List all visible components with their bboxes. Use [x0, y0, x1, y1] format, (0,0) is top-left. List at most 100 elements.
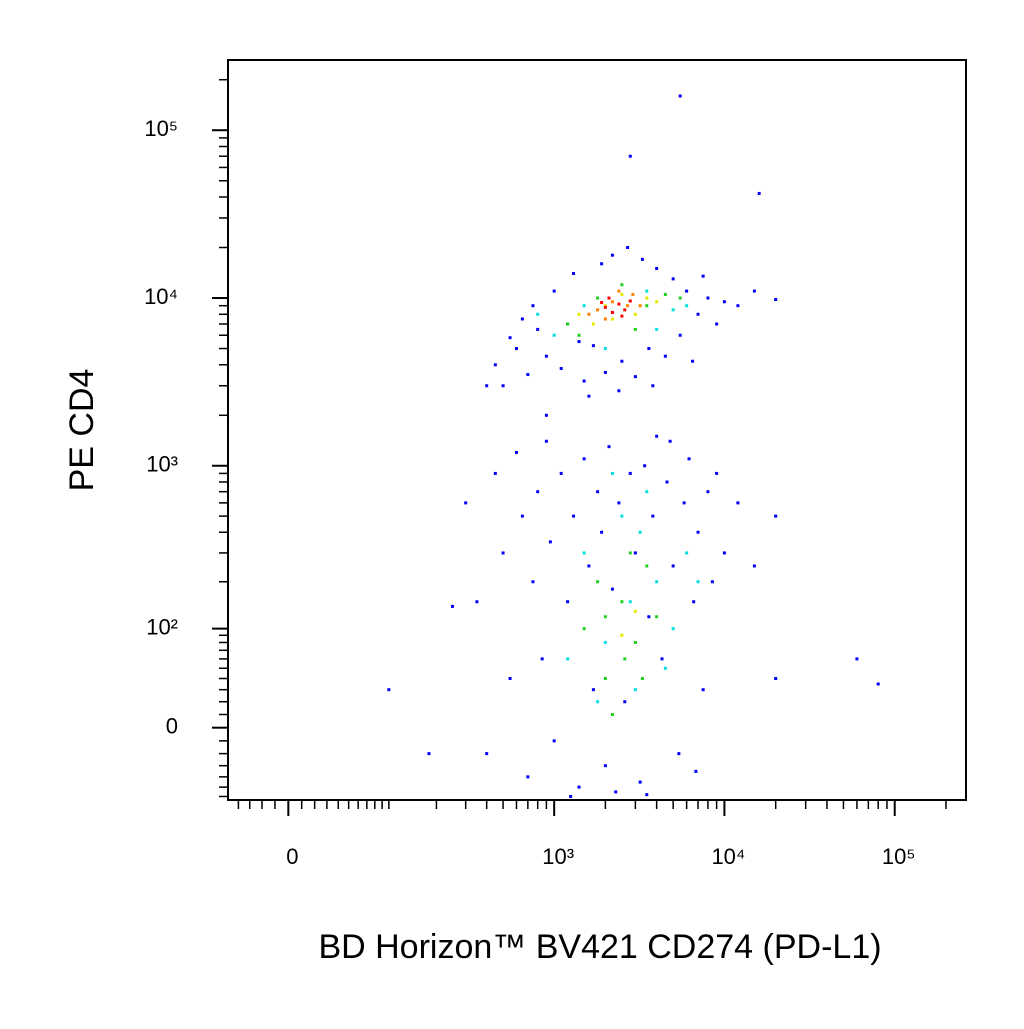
- event-dot: [710, 580, 714, 584]
- event-dot: [493, 471, 497, 475]
- event-dot: [603, 305, 607, 309]
- event-dot: [620, 359, 624, 363]
- plot-frame: [227, 59, 967, 801]
- event-dot: [548, 540, 552, 544]
- event-dot: [552, 289, 556, 293]
- event-dot: [715, 322, 719, 326]
- event-dot: [577, 340, 581, 344]
- event-dot: [596, 580, 600, 584]
- event-dot: [647, 615, 651, 619]
- event-dot: [628, 299, 632, 303]
- event-dot: [591, 344, 595, 348]
- event-dot: [655, 434, 659, 438]
- event-dot: [569, 794, 573, 798]
- event-dot: [552, 739, 556, 743]
- event-dot: [566, 657, 570, 661]
- event-dot: [638, 304, 642, 308]
- event-dot: [540, 657, 544, 661]
- event-dot: [566, 600, 570, 604]
- event-dot: [685, 551, 689, 555]
- event-dot: [587, 312, 591, 316]
- event-dot: [655, 580, 659, 584]
- event-dot: [645, 793, 649, 797]
- event-dot: [677, 752, 681, 756]
- event-dot: [722, 551, 726, 555]
- event-dot: [526, 373, 530, 377]
- event-dot: [596, 296, 600, 300]
- event-dot: [577, 333, 581, 337]
- event-dot: [626, 246, 630, 250]
- event-dot: [610, 300, 614, 304]
- event-dot: [587, 394, 591, 398]
- event-dot: [655, 266, 659, 270]
- event-dot: [643, 464, 647, 468]
- event-dot: [610, 317, 614, 321]
- event-dot: [628, 154, 632, 158]
- event-dot: [678, 94, 682, 98]
- event-dot: [645, 289, 649, 293]
- event-dot: [485, 384, 489, 388]
- event-dot: [696, 580, 700, 584]
- event-dot: [587, 564, 591, 568]
- y-tick-label: 10³: [146, 452, 178, 477]
- event-dot: [427, 752, 431, 756]
- event-dot: [660, 657, 664, 661]
- event-dot: [596, 308, 600, 312]
- event-dot: [633, 327, 637, 331]
- event-dot: [603, 317, 607, 321]
- event-dot: [610, 712, 614, 716]
- event-dot: [544, 354, 548, 358]
- event-dot: [682, 501, 686, 505]
- event-dot: [665, 480, 669, 484]
- event-dot: [559, 367, 563, 371]
- event-dot: [620, 600, 624, 604]
- event-dot: [485, 752, 489, 756]
- event-dot: [626, 304, 630, 308]
- event-dot: [638, 780, 642, 784]
- event-dot: [614, 790, 618, 794]
- event-dot: [600, 262, 604, 266]
- event-dot: [651, 514, 655, 518]
- event-dot: [501, 551, 505, 555]
- y-tick-label: 10⁵: [144, 116, 178, 141]
- event-dot: [640, 257, 644, 261]
- event-dot: [582, 457, 586, 461]
- event-dot: [600, 530, 604, 534]
- event-dot: [655, 615, 659, 619]
- event-dot: [617, 302, 621, 306]
- event-dot: [685, 289, 689, 293]
- event-dot: [671, 277, 675, 281]
- event-dot: [631, 292, 635, 296]
- event-dot: [582, 379, 586, 383]
- event-dot: [577, 785, 581, 789]
- event-dot: [706, 490, 710, 494]
- event-dot: [671, 627, 675, 631]
- event-dot: [628, 471, 632, 475]
- event-dot: [655, 327, 659, 331]
- event-dot: [757, 191, 761, 195]
- event-dot: [596, 490, 600, 494]
- event-dot: [552, 333, 556, 337]
- event-dot: [596, 700, 600, 704]
- event-dot: [387, 688, 391, 692]
- event-dot: [623, 700, 627, 704]
- event-dot: [566, 322, 570, 326]
- event-dot: [526, 775, 530, 779]
- event-dot: [531, 304, 535, 308]
- event-dot: [774, 676, 778, 680]
- event-dot: [475, 600, 479, 604]
- event-dot: [514, 450, 518, 454]
- event-dot: [663, 666, 667, 670]
- y-tick-label: 10⁴: [144, 284, 178, 309]
- event-dot: [645, 296, 649, 300]
- event-dot: [582, 551, 586, 555]
- event-dot: [671, 564, 675, 568]
- x-tick-label: 0: [286, 844, 298, 869]
- event-dot: [696, 312, 700, 316]
- event-dot: [647, 347, 651, 351]
- event-dot: [678, 333, 682, 337]
- event-dot: [620, 314, 624, 318]
- event-dot: [607, 445, 611, 449]
- event-dot: [464, 501, 468, 505]
- event-dot: [687, 457, 691, 461]
